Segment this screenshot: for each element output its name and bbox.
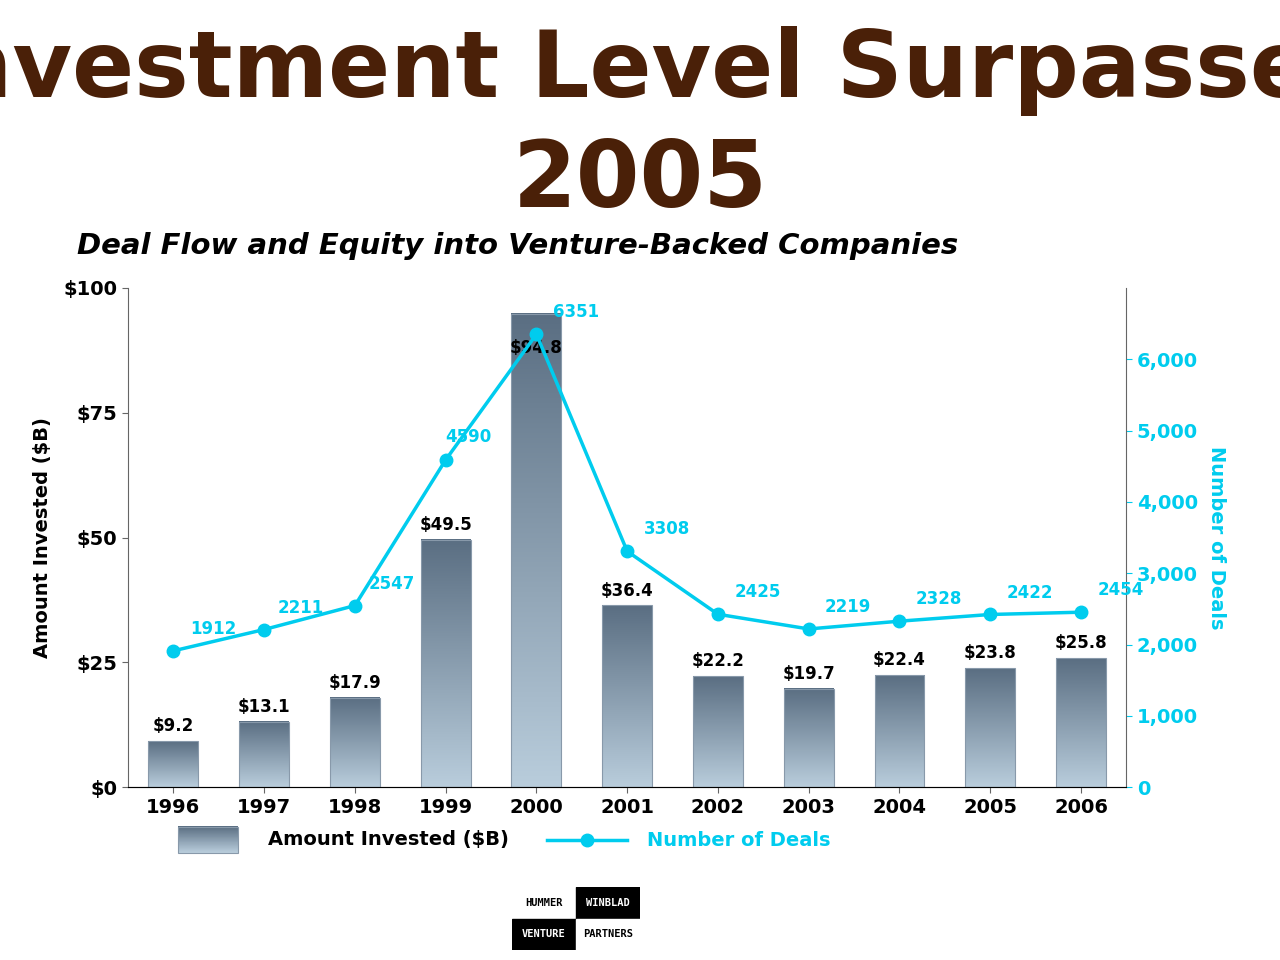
- Text: 2211: 2211: [278, 599, 324, 616]
- Text: $94.8: $94.8: [509, 339, 563, 357]
- Bar: [512, 919, 576, 949]
- Text: $13.1: $13.1: [238, 698, 291, 716]
- Text: Investment Level Surpasses: Investment Level Surpasses: [0, 26, 1280, 115]
- Text: 2425: 2425: [735, 584, 781, 601]
- Text: $36.4: $36.4: [600, 582, 654, 599]
- Bar: [1056, 659, 1106, 787]
- Bar: [783, 689, 833, 787]
- Text: 2422: 2422: [1006, 584, 1053, 602]
- Text: HUMMER: HUMMER: [525, 898, 563, 908]
- Bar: [692, 677, 742, 787]
- Bar: [148, 741, 198, 787]
- Text: VENTURE: VENTURE: [522, 929, 566, 939]
- Text: WINBLAD: WINBLAD: [586, 898, 630, 908]
- Text: PARTNERS: PARTNERS: [582, 929, 634, 939]
- Text: 4590: 4590: [445, 427, 492, 445]
- Text: $25.8: $25.8: [1055, 635, 1107, 653]
- Text: 3308: 3308: [644, 520, 690, 539]
- Bar: [421, 540, 471, 787]
- Bar: [512, 314, 562, 787]
- Text: $49.5: $49.5: [420, 516, 472, 534]
- Bar: [576, 887, 640, 919]
- Text: Amount Invested ($B): Amount Invested ($B): [268, 830, 508, 850]
- Text: $22.4: $22.4: [873, 652, 925, 669]
- Text: 2328: 2328: [915, 590, 963, 609]
- Text: 2005: 2005: [512, 136, 768, 226]
- Bar: [965, 668, 1015, 787]
- Text: Source: Dow Jones VentureOne/Ernst &Young: Source: Dow Jones VentureOne/Ernst &Youn…: [867, 921, 1242, 939]
- Text: $23.8: $23.8: [964, 644, 1016, 662]
- Text: Deal Flow and Equity into Venture-Backed Companies: Deal Flow and Equity into Venture-Backed…: [77, 231, 957, 260]
- Text: 2547: 2547: [369, 575, 415, 592]
- Bar: [512, 887, 576, 919]
- Text: $17.9: $17.9: [329, 674, 381, 692]
- Text: 2454: 2454: [1097, 582, 1144, 599]
- Text: Number of Deals: Number of Deals: [648, 830, 831, 850]
- Bar: [330, 698, 380, 787]
- Text: 6351: 6351: [553, 303, 599, 322]
- Bar: [576, 919, 640, 949]
- Text: 2219: 2219: [826, 598, 872, 616]
- Text: $9.2: $9.2: [152, 717, 195, 735]
- Text: $19.7: $19.7: [782, 665, 835, 683]
- Y-axis label: Number of Deals: Number of Deals: [1207, 445, 1226, 630]
- Text: $22.2: $22.2: [691, 653, 745, 670]
- Y-axis label: Amount Invested ($B): Amount Invested ($B): [33, 418, 52, 658]
- Bar: [239, 722, 289, 787]
- Bar: [603, 606, 652, 787]
- Text: 1912: 1912: [189, 620, 236, 638]
- Bar: [874, 676, 924, 787]
